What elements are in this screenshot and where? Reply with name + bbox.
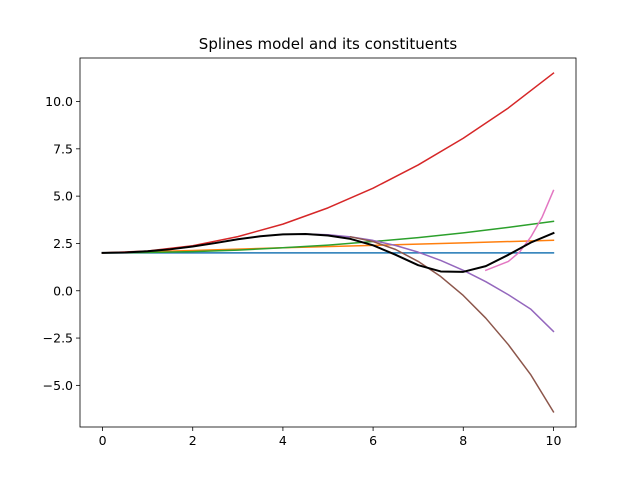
x-tick-label: 6 [369,433,377,448]
x-tick-label: 8 [459,433,467,448]
y-tick-label: −2.5 [43,331,73,346]
y-tick-label: 0.0 [53,283,73,298]
series-line-5 [304,233,555,333]
y-tick-label: 2.5 [53,236,73,251]
x-tick-label: 2 [189,433,197,448]
series-line-6 [349,235,555,413]
y-tick-label: 5.0 [53,189,73,204]
x-tick-label: 10 [546,433,562,448]
y-tick-label: 10.0 [45,94,73,109]
series-layer [101,72,555,413]
plot-frame [79,57,577,428]
series-line-8 [101,231,555,273]
x-tick-label: 0 [99,433,107,448]
y-tick-label: −5.0 [43,378,73,393]
series-line-3 [101,220,555,254]
series-line-7 [484,189,555,272]
series-line-2 [101,239,555,254]
y-tick-label: 7.5 [53,141,73,156]
chart-title: Splines model and its constituents [199,35,458,53]
series-line-4 [101,72,555,254]
axes-layer: 0 2 4 6 8 10 −5.0 −2.5 0.0 2.5 5.0 7.5 10.0 [43,57,577,448]
x-tick-label: 4 [279,433,287,448]
